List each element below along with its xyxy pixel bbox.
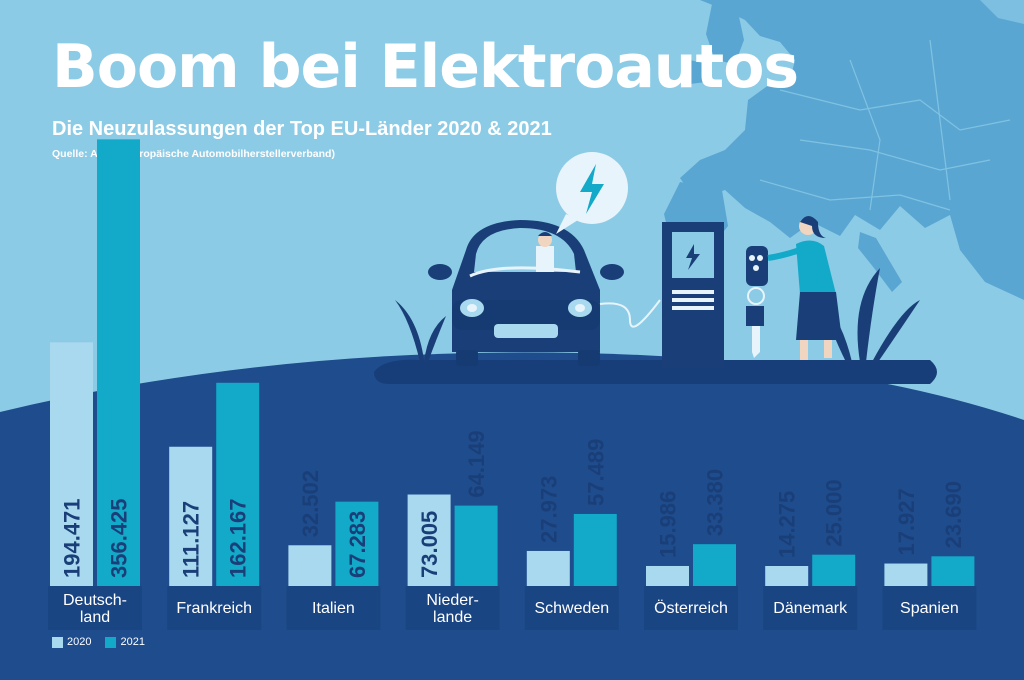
chart-legend: 2020 2021 bbox=[52, 636, 145, 648]
bar-deutschland-2020 bbox=[50, 342, 93, 586]
category-box-spanien bbox=[882, 586, 977, 630]
value-label-danemark-2021: 25.000 bbox=[822, 479, 847, 546]
legend-item-2020: 2020 bbox=[52, 636, 91, 648]
value-label-schweden-2020: 27.973 bbox=[536, 476, 561, 543]
category-box-frankreich bbox=[167, 586, 262, 630]
bar-frankreich-2020 bbox=[169, 446, 213, 586]
category-label-osterreich: Österreich bbox=[654, 599, 728, 617]
legend-swatch-2021 bbox=[105, 636, 117, 648]
value-label-deutschland-2020: 194.471 bbox=[60, 498, 85, 578]
legend-swatch-2020 bbox=[52, 636, 63, 648]
charging-station-icon bbox=[662, 222, 724, 368]
category-label-niederlande-line2: lande bbox=[433, 609, 472, 626]
legend-item-2021: 2021 bbox=[105, 636, 145, 648]
road-platform bbox=[374, 359, 937, 384]
value-label-italien-2020: 32.502 bbox=[298, 470, 323, 537]
category-label-frankreich: Frankreich bbox=[176, 600, 252, 617]
category-box-niederlande bbox=[405, 586, 500, 630]
category-label-spanien: Spanien bbox=[900, 600, 959, 617]
value-label-osterreich-2021: 33.380 bbox=[703, 469, 728, 536]
value-label-niederlande-2020: 73.005 bbox=[417, 511, 442, 578]
bar-italien-2020 bbox=[288, 545, 332, 586]
category-label-deutschland-line1: Deutsch- bbox=[63, 592, 127, 609]
legend-label-2020: 2020 bbox=[67, 636, 92, 648]
value-label-niederlande-2021: 64.149 bbox=[464, 430, 489, 497]
value-label-spanien-2020: 17.927 bbox=[894, 488, 919, 555]
category-box-danemark bbox=[763, 586, 858, 630]
map-borders bbox=[759, 39, 1011, 211]
value-label-frankreich-2021: 162.167 bbox=[226, 498, 251, 578]
category-label-deutschland-line2: land bbox=[80, 609, 110, 626]
legend-label-2021: 2021 bbox=[120, 636, 145, 648]
category-label-italien: Italien bbox=[312, 600, 355, 617]
bar-niederlande-2020 bbox=[407, 494, 451, 586]
value-label-danemark-2020: 14.275 bbox=[775, 491, 800, 558]
bar-schweden-2020 bbox=[526, 550, 570, 586]
plant-left-icon bbox=[395, 300, 446, 362]
category-box-deutschland bbox=[48, 586, 142, 630]
bar-osterreich-2020 bbox=[646, 565, 689, 586]
bar-italien-2021 bbox=[335, 501, 379, 586]
lightning-bolt-icon bbox=[556, 152, 628, 234]
category-box-osterreich bbox=[644, 586, 738, 630]
woman-with-key-icon bbox=[746, 216, 842, 360]
value-label-italien-2021: 67.283 bbox=[345, 511, 370, 578]
category-label-schweden: Schweden bbox=[534, 600, 609, 617]
category-label-niederlande-line1: Nieder- bbox=[426, 592, 478, 609]
page-title: Boom bei Elektroautos bbox=[52, 32, 799, 102]
value-label-osterreich-2020: 15.986 bbox=[656, 491, 681, 558]
bar-frankreich-2021 bbox=[216, 382, 260, 586]
value-label-deutschland-2021: 356.425 bbox=[107, 498, 132, 578]
page-subtitle: Die Neuzulassungen der Top EU-Länder 202… bbox=[52, 118, 552, 140]
bar-danemark-2021 bbox=[812, 554, 856, 586]
bar-deutschland-2021 bbox=[97, 139, 140, 586]
category-box-italien bbox=[286, 586, 381, 630]
bar-schweden-2021 bbox=[573, 513, 617, 586]
value-label-spanien-2021: 23.690 bbox=[941, 481, 966, 548]
category-label-danemark: Dänemark bbox=[773, 600, 848, 617]
bar-niederlande-2021 bbox=[454, 505, 498, 586]
bar-osterreich-2021 bbox=[693, 544, 736, 586]
electric-car-icon bbox=[428, 220, 661, 366]
bar-spanien-2020 bbox=[884, 563, 928, 586]
category-box-schweden bbox=[524, 586, 619, 630]
bar-spanien-2021 bbox=[931, 556, 975, 586]
bar-danemark-2020 bbox=[765, 566, 809, 586]
value-label-frankreich-2020: 111.127 bbox=[179, 501, 204, 578]
value-label-schweden-2021: 57.489 bbox=[583, 439, 608, 506]
